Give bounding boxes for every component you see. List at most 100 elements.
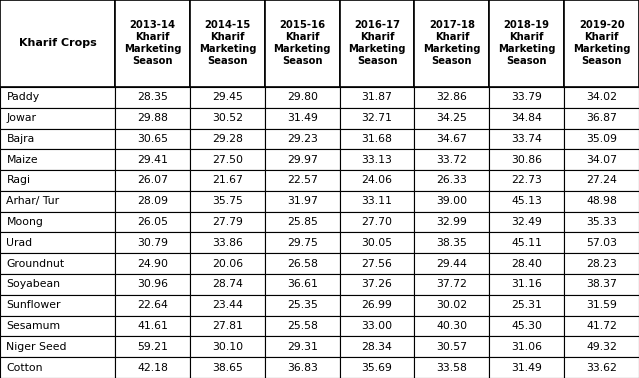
Bar [265,87,340,108]
Text: Maize: Maize [6,155,38,165]
Bar [489,170,564,191]
Text: 59.21: 59.21 [137,342,168,352]
Bar [489,316,564,336]
Bar [115,336,190,357]
Bar [564,336,639,357]
Bar [489,212,564,232]
Bar [115,316,190,336]
Bar [340,336,415,357]
Text: Kharif Crops: Kharif Crops [19,39,96,48]
Text: 24.90: 24.90 [137,259,168,269]
Text: 28.09: 28.09 [137,196,168,206]
Bar [340,274,415,295]
Text: 29.80: 29.80 [287,92,318,102]
Text: 39.00: 39.00 [436,196,468,206]
Text: 28.35: 28.35 [137,92,168,102]
Bar [340,295,415,316]
Text: 22.64: 22.64 [137,300,168,310]
Bar [340,316,415,336]
Text: 26.99: 26.99 [362,300,392,310]
Bar [415,357,489,378]
Text: 35.75: 35.75 [212,196,243,206]
Text: 38.37: 38.37 [586,279,617,290]
Text: 41.61: 41.61 [137,321,168,331]
Bar [489,149,564,170]
Bar [340,170,415,191]
Text: 2013-14
Kharif
Marketing
Season: 2013-14 Kharif Marketing Season [124,20,181,67]
Bar [265,357,340,378]
Text: 45.30: 45.30 [511,321,543,331]
Text: Soyabean: Soyabean [6,279,61,290]
Text: Paddy: Paddy [6,92,40,102]
Text: 31.59: 31.59 [586,300,617,310]
Bar [115,274,190,295]
Bar [190,191,265,212]
Bar [415,316,489,336]
Bar [564,170,639,191]
Bar [564,232,639,253]
Text: 32.71: 32.71 [362,113,392,123]
Text: 33.74: 33.74 [511,134,542,144]
Text: 30.57: 30.57 [436,342,467,352]
Bar [489,0,564,87]
Bar [415,253,489,274]
Text: 30.02: 30.02 [436,300,468,310]
Text: 35.33: 35.33 [586,217,617,227]
Text: 30.65: 30.65 [137,134,168,144]
Text: 30.05: 30.05 [362,238,392,248]
Text: 30.86: 30.86 [511,155,543,165]
Text: 31.97: 31.97 [287,196,318,206]
Text: Sunflower: Sunflower [6,300,61,310]
Bar [564,129,639,149]
Bar [115,0,190,87]
Text: 30.10: 30.10 [212,342,243,352]
Bar [265,129,340,149]
Text: 25.31: 25.31 [511,300,542,310]
Text: 21.67: 21.67 [212,175,243,186]
Bar [115,170,190,191]
Text: 26.33: 26.33 [436,175,467,186]
Bar [190,232,265,253]
Text: 2014-15
Kharif
Marketing
Season: 2014-15 Kharif Marketing Season [199,20,256,67]
Text: 33.00: 33.00 [362,321,392,331]
Bar [340,149,415,170]
Text: 2016-17
Kharif
Marketing
Season: 2016-17 Kharif Marketing Season [348,20,406,67]
Text: 57.03: 57.03 [586,238,617,248]
Bar [115,232,190,253]
Text: 34.25: 34.25 [436,113,467,123]
Bar [265,108,340,129]
Bar [489,232,564,253]
Text: 28.74: 28.74 [212,279,243,290]
Text: 30.96: 30.96 [137,279,168,290]
Text: 25.58: 25.58 [287,321,318,331]
Text: 36.61: 36.61 [287,279,318,290]
Bar [340,108,415,129]
Text: 48.98: 48.98 [586,196,617,206]
Bar [340,357,415,378]
Text: 33.13: 33.13 [362,155,392,165]
Bar [0,274,115,295]
Bar [415,87,489,108]
Bar [489,108,564,129]
Bar [190,295,265,316]
Bar [415,108,489,129]
Text: 29.28: 29.28 [212,134,243,144]
Bar [265,191,340,212]
Text: Urad: Urad [6,238,33,248]
Text: 31.16: 31.16 [511,279,542,290]
Bar [340,253,415,274]
Text: 22.57: 22.57 [287,175,318,186]
Bar [115,191,190,212]
Text: 25.35: 25.35 [287,300,318,310]
Text: 25.85: 25.85 [287,217,318,227]
Bar [0,170,115,191]
Text: 49.32: 49.32 [586,342,617,352]
Text: 32.86: 32.86 [436,92,467,102]
Bar [265,316,340,336]
Text: 28.23: 28.23 [586,259,617,269]
Bar [415,212,489,232]
Bar [340,191,415,212]
Bar [340,129,415,149]
Bar [0,232,115,253]
Text: Moong: Moong [6,217,43,227]
